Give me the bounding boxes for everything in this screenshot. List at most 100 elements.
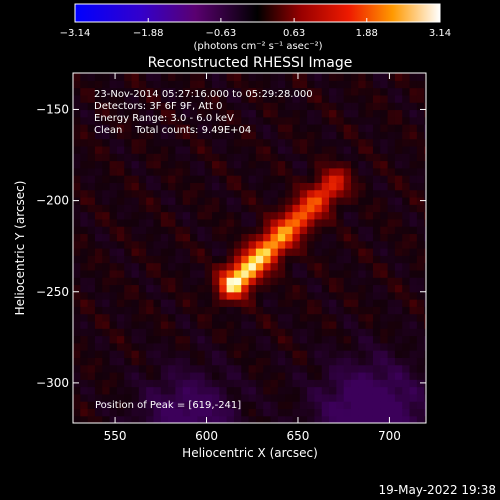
heatmap-pixel (394, 364, 403, 373)
heatmap-pixel (116, 320, 125, 329)
heatmap-pixel (321, 87, 330, 96)
heatmap-pixel (394, 335, 403, 344)
heatmap-pixel (102, 401, 111, 410)
heatmap-pixel (248, 364, 257, 373)
heatmap-pixel (387, 167, 396, 176)
heatmap-pixel (380, 102, 389, 111)
heatmap-pixel (424, 320, 426, 329)
heatmap-pixel (109, 160, 118, 169)
heatmap-pixel (409, 226, 418, 235)
heatmap-pixel (168, 87, 177, 96)
heatmap-pixel (336, 87, 345, 96)
heatmap-pixel (175, 342, 184, 351)
heatmap-pixel (131, 73, 140, 81)
heatmap-pixel (87, 371, 96, 380)
heatmap-pixel (292, 248, 301, 256)
heatmap-pixel (387, 116, 396, 125)
heatmap-pixel (365, 73, 374, 81)
heatmap-pixel (409, 408, 418, 417)
heatmap-pixel (226, 233, 235, 242)
heatmap-pixel (409, 182, 418, 191)
heatmap-pixel (87, 189, 96, 198)
heatmap-pixel (416, 182, 425, 191)
heatmap-pixel (248, 350, 257, 358)
heatmap-pixel (160, 160, 169, 169)
heatmap-pixel (409, 306, 418, 315)
heatmap-pixel (351, 211, 359, 220)
heatmap-pixel (204, 109, 213, 118)
heatmap-pixel (394, 233, 403, 242)
heatmap-pixel (343, 277, 352, 286)
heatmap-pixel (299, 379, 308, 388)
heatmap-pixel (116, 415, 125, 423)
heatmap-pixel (299, 328, 308, 337)
heatmap-pixel (248, 131, 257, 140)
heatmap-pixel (365, 320, 374, 329)
heatmap-pixel (299, 124, 308, 132)
heatmap-pixel (409, 196, 418, 205)
heatmap-pixel (270, 211, 279, 220)
heatmap-pixel (314, 153, 323, 162)
heatmap-pixel (219, 73, 228, 81)
heatmap-pixel (73, 240, 81, 249)
heatmap-pixel (197, 320, 206, 329)
heatmap-pixel (138, 102, 147, 111)
heatmap-pixel (160, 94, 169, 103)
heatmap-pixel (307, 196, 316, 205)
heatmap-pixel (321, 291, 330, 300)
heatmap-pixel (204, 401, 213, 410)
heatmap-pixel (255, 415, 264, 423)
heatmap-pixel (314, 291, 323, 300)
heatmap-pixel (168, 73, 177, 81)
heatmap-pixel (365, 131, 374, 140)
heatmap-pixel (424, 306, 426, 315)
heatmap-pixel (197, 386, 206, 395)
heatmap-pixel (124, 153, 133, 162)
heatmap-pixel (102, 255, 111, 264)
heatmap-pixel (416, 145, 425, 154)
heatmap-pixel (285, 320, 294, 329)
heatmap-pixel (285, 371, 294, 380)
heatmap-pixel (219, 160, 228, 169)
heatmap-pixel (116, 182, 125, 191)
heatmap-pixel (109, 328, 118, 337)
heatmap-pixel (255, 196, 264, 205)
heatmap-pixel (255, 291, 264, 300)
heatmap-pixel (409, 255, 418, 264)
heatmap-pixel (212, 291, 220, 300)
heatmap-pixel (102, 167, 111, 176)
heatmap-pixel (343, 313, 352, 322)
heatmap-pixel (190, 116, 198, 125)
heatmap-pixel (124, 284, 133, 293)
heatmap-pixel (80, 291, 89, 300)
heatmap-pixel (226, 350, 235, 358)
heatmap-pixel (212, 401, 220, 410)
heatmap-pixel (80, 240, 89, 249)
heatmap-pixel (394, 320, 403, 329)
heatmap-pixel (409, 350, 418, 358)
heatmap-pixel (175, 299, 184, 307)
heatmap-pixel (409, 233, 418, 242)
heatmap-pixel (329, 269, 337, 278)
heatmap-pixel (270, 189, 279, 198)
heatmap-pixel (343, 240, 352, 249)
heatmap-pixel (329, 350, 337, 358)
heatmap-pixel (124, 167, 133, 176)
heatmap-pixel (336, 342, 345, 351)
heatmap-pixel (87, 386, 96, 395)
heatmap-pixel (204, 379, 213, 388)
heatmap-pixel (131, 277, 140, 286)
heatmap-pixel (409, 364, 418, 373)
heatmap-pixel (387, 218, 396, 227)
heatmap-pixel (212, 255, 220, 264)
heatmap-pixel (255, 393, 264, 402)
heatmap-pixel (87, 262, 96, 271)
heatmap-pixel (394, 189, 403, 198)
heatmap-pixel (372, 124, 381, 132)
heatmap-pixel (299, 226, 308, 235)
heatmap-pixel (424, 386, 426, 395)
heatmap-pixel (380, 313, 389, 322)
heatmap-pixel (131, 94, 140, 103)
heatmap-pixel (124, 196, 133, 205)
heatmap-pixel (138, 153, 147, 162)
